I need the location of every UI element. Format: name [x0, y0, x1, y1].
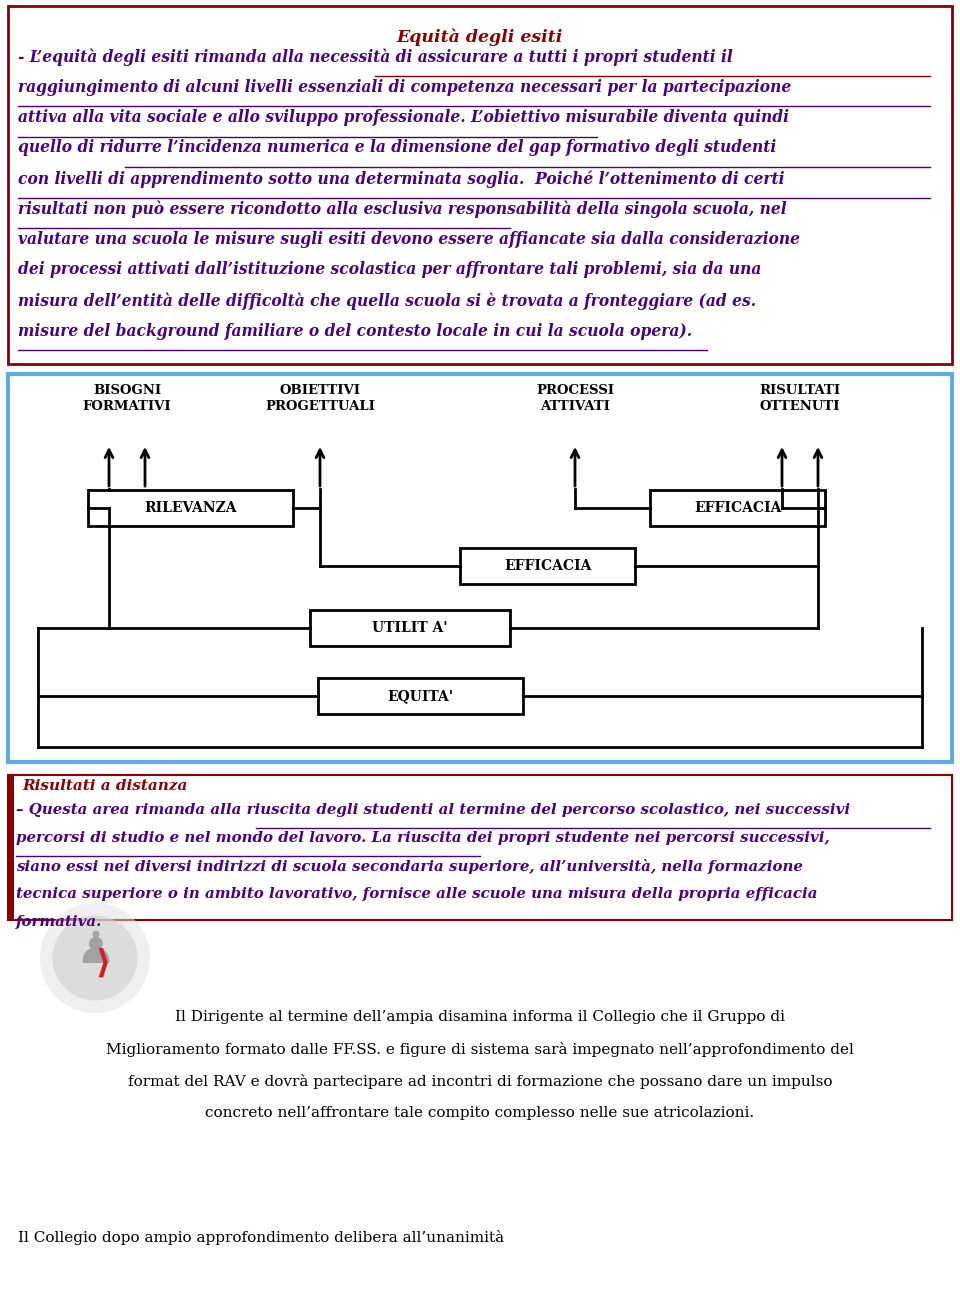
Text: - L’equità degli esiti rimanda alla necessità di assicurare a tutti i propri stu: - L’equità degli esiti rimanda alla nece…: [18, 48, 732, 65]
Text: EFFICACIA: EFFICACIA: [504, 559, 591, 572]
Text: RILEVANZA: RILEVANZA: [144, 501, 237, 515]
Text: risultati non può essere ricondotto alla esclusiva responsabilità della singola : risultati non può essere ricondotto alla…: [18, 200, 786, 218]
Text: formativa.: formativa.: [16, 915, 103, 929]
Text: quello di ridurre l’incidenza numerica e la dimensione del gap formativo degli s: quello di ridurre l’incidenza numerica e…: [18, 139, 777, 157]
Bar: [650, 491, 825, 526]
Text: UTILIT A': UTILIT A': [372, 620, 447, 635]
Text: valutare una scuola le misure sugli esiti devono essere affiancate sia dalla con: valutare una scuola le misure sugli esit…: [18, 231, 800, 248]
Ellipse shape: [40, 903, 150, 1012]
Text: Il Collegio dopo ampio approfondimento delibera all’unanimità: Il Collegio dopo ampio approfondimento d…: [18, 1231, 504, 1245]
Text: Risultati a distanza: Risultati a distanza: [22, 779, 187, 793]
Bar: [8, 374, 952, 762]
Text: Miglioramento formato dalle FF.SS. e figure di sistema sarà impegnato nell’appro: Miglioramento formato dalle FF.SS. e fig…: [106, 1042, 854, 1057]
Bar: [310, 610, 510, 646]
Text: dei processi attivati dall’istituzione scolastica per affrontare tali problemi, : dei processi attivati dall’istituzione s…: [18, 261, 761, 279]
Text: misure del background familiare o del contesto locale in cui la scuola opera).: misure del background familiare o del co…: [18, 322, 692, 340]
Text: Equità degli esiti: Equità degli esiti: [396, 29, 564, 45]
Bar: [318, 678, 523, 714]
Text: EFFICACIA: EFFICACIA: [694, 501, 781, 515]
Bar: [8, 775, 14, 920]
Text: percorsi di studio e nel mondo del lavoro. La riuscita dei propri studente nei p: percorsi di studio e nel mondo del lavor…: [16, 831, 829, 845]
Text: BISOGNI
FORMATIVI: BISOGNI FORMATIVI: [83, 384, 171, 413]
Ellipse shape: [53, 915, 137, 1001]
Text: con livelli di apprendimento sotto una determinata soglia.  Poiché l’ottenimento: con livelli di apprendimento sotto una d…: [18, 170, 784, 187]
Text: misura dell’entità delle difficoltà che quella scuola si è trovata a fronteggiar: misura dell’entità delle difficoltà che …: [18, 292, 756, 309]
Text: raggiungimento di alcuni livelli essenziali di competenza necessari per la parte: raggiungimento di alcuni livelli essenzi…: [18, 78, 791, 96]
Bar: [460, 548, 635, 584]
Text: siano essi nei diversi indirizzi di scuola secondaria superiore, all’università,: siano essi nei diversi indirizzi di scuo…: [16, 859, 803, 874]
Bar: [8, 775, 952, 920]
Text: ⟩: ⟩: [95, 946, 110, 980]
Text: PROCESSI
ATTIVATI: PROCESSI ATTIVATI: [536, 384, 614, 413]
Bar: [8, 6, 952, 363]
Text: EQUITA': EQUITA': [388, 689, 453, 704]
Text: tecnica superiore o in ambito lavorativo, fornisce alle scuole una misura della : tecnica superiore o in ambito lavorativo…: [16, 887, 818, 901]
Text: OBIETTIVI
PROGETTUALI: OBIETTIVI PROGETTUALI: [265, 384, 375, 413]
Bar: [88, 491, 293, 526]
Text: RISULTATI
OTTENUTI: RISULTATI OTTENUTI: [759, 384, 841, 413]
Text: – Questa area rimanda alla riuscita degli studenti al termine del percorso scola: – Questa area rimanda alla riuscita degl…: [16, 803, 851, 816]
Text: ♟: ♟: [75, 928, 115, 971]
Text: Il Dirigente al termine dell’ampia disamina informa il Collegio che il Gruppo di: Il Dirigente al termine dell’ampia disam…: [175, 1010, 785, 1024]
Text: concreto nell’affrontare tale compito complesso nelle sue atricolazioni.: concreto nell’affrontare tale compito co…: [205, 1106, 755, 1120]
Text: format del RAV e dovrà partecipare ad incontri di formazione che possano dare un: format del RAV e dovrà partecipare ad in…: [128, 1073, 832, 1089]
Text: attiva alla vita sociale e allo sviluppo professionale. L’obiettivo misurabile d: attiva alla vita sociale e allo sviluppo…: [18, 109, 789, 126]
